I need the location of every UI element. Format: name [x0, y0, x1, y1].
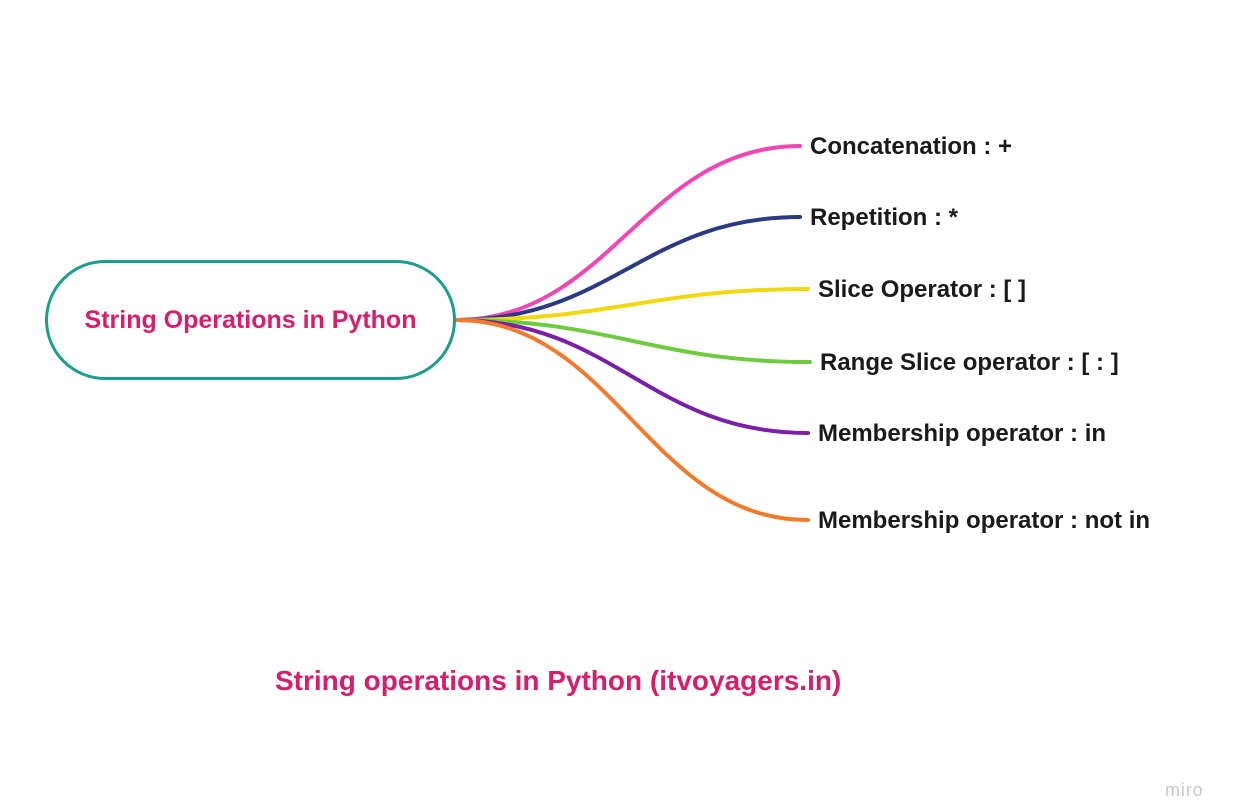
branch-label: Slice Operator : [ ] [818, 276, 1026, 304]
branch-connector [456, 289, 808, 320]
branch-label: Membership operator : in [818, 420, 1106, 448]
diagram-caption: String operations in Python (itvoyagers.… [275, 665, 841, 697]
root-node: String Operations in Python [45, 260, 456, 380]
branch-label-text: Range Slice operator : [ : ] [820, 349, 1119, 376]
branch-label: Repetition : * [810, 204, 958, 232]
branch-label-text: Concatenation : + [810, 133, 1012, 160]
branch-connector [456, 217, 800, 320]
diagram-canvas: String Operations in Python Concatenatio… [0, 0, 1235, 809]
branch-label-text: Membership operator : in [818, 420, 1106, 447]
branch-connector [456, 320, 810, 362]
watermark-text: miro [1165, 780, 1204, 800]
branch-label-text: Membership operator : not in [818, 507, 1150, 534]
root-label: String Operations in Python [85, 306, 417, 335]
branch-label-text: Slice Operator : [ ] [818, 276, 1026, 303]
branch-label-text: Repetition : * [810, 204, 958, 231]
caption-text: String operations in Python (itvoyagers.… [275, 665, 841, 696]
branch-connector [456, 320, 808, 433]
branch-label: Range Slice operator : [ : ] [820, 349, 1119, 377]
miro-watermark: miro [1165, 780, 1204, 801]
branch-connector [456, 146, 800, 320]
branch-label: Membership operator : not in [818, 507, 1150, 535]
branch-label: Concatenation : + [810, 133, 1012, 161]
branch-connector [456, 320, 808, 520]
